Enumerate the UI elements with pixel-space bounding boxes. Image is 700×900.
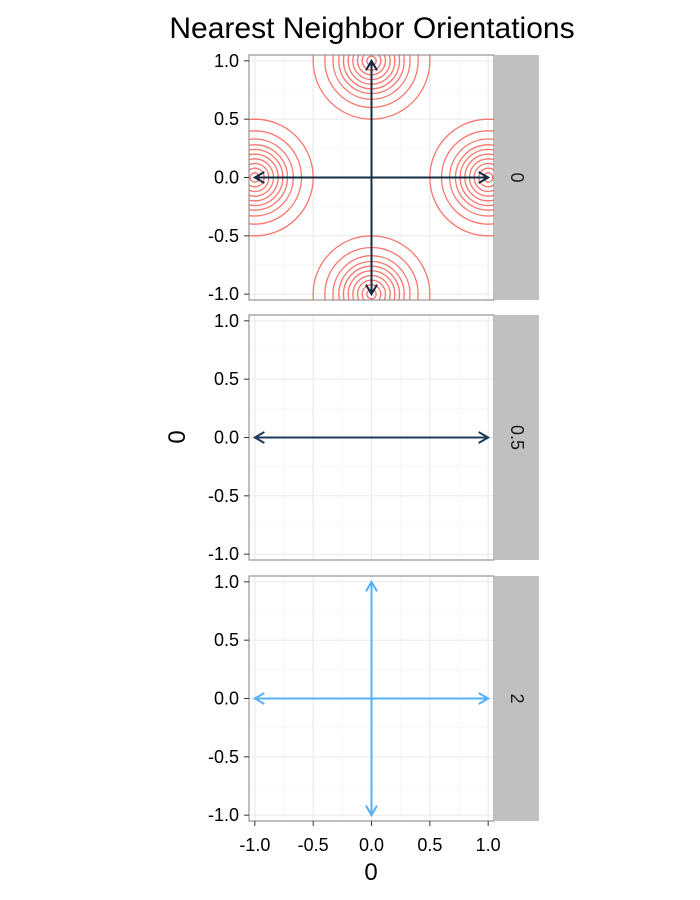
x-tick-label: -0.5	[298, 835, 329, 855]
facet-strip-label: 2	[507, 693, 527, 703]
x-tick-label: -1.0	[239, 835, 270, 855]
y-tick-label: -1.0	[208, 805, 239, 825]
y-tick-label: 0.0	[214, 689, 239, 709]
arrow-head	[478, 692, 491, 705]
x-tick-label: 0.0	[359, 835, 384, 855]
facet-strip	[495, 315, 539, 560]
x-axis-title: 0	[364, 859, 377, 886]
y-tick-label: 0.5	[214, 630, 239, 650]
facet-strip	[495, 576, 539, 821]
y-tick-label: 0.0	[214, 168, 239, 188]
x-tick-label: 0.5	[417, 835, 442, 855]
x-axis: -1.0 -0.5 0.0 0.5 1.0	[239, 821, 501, 855]
arrow-head	[365, 579, 378, 592]
facet-strip-label: 0	[507, 172, 527, 182]
y-tick-label: -0.5	[208, 486, 239, 506]
arrow-head	[365, 284, 378, 297]
y-tick-label: -0.5	[208, 747, 239, 767]
y-tick-label: -1.0	[208, 284, 239, 304]
y-tick-label: 0.0	[214, 428, 239, 448]
y-tick-label: 0.5	[214, 109, 239, 129]
arrow-head	[478, 171, 491, 184]
y-tick-label: 1.0	[214, 572, 239, 592]
arrow-head	[252, 431, 265, 444]
facet-panel-1: 1.0 0.5 0.0 -0.5 -1.0 0.5	[208, 311, 539, 564]
x-tick-label: 1.0	[476, 835, 501, 855]
facet-strip	[495, 55, 539, 300]
y-tick-label: -0.5	[208, 226, 239, 246]
facet-panel-0: 1.0 0.5 0.0 -0.5 -1.0 0	[208, 51, 539, 304]
facet-panels: 1.00.50.0-0.5-1.001.00.50.0-0.5-1.00.51.…	[208, 51, 539, 825]
facet-panel-2: 1.0 0.5 0.0 -0.5 -1.0 2	[208, 572, 539, 825]
arrow-head	[252, 692, 265, 705]
arrow-head	[365, 58, 378, 71]
y-tick-label: -1.0	[208, 544, 239, 564]
facet-strip-label: 0.5	[507, 425, 527, 450]
y-tick-label: 1.0	[214, 311, 239, 331]
y-tick-label: 0.5	[214, 369, 239, 389]
arrow-head	[365, 805, 378, 818]
y-tick-label: 1.0	[214, 51, 239, 71]
arrow-head	[478, 431, 491, 444]
y-axis-title: 0	[164, 430, 191, 443]
arrow-head	[252, 171, 265, 184]
chart-title: Nearest Neighbor Orientations	[169, 12, 574, 45]
